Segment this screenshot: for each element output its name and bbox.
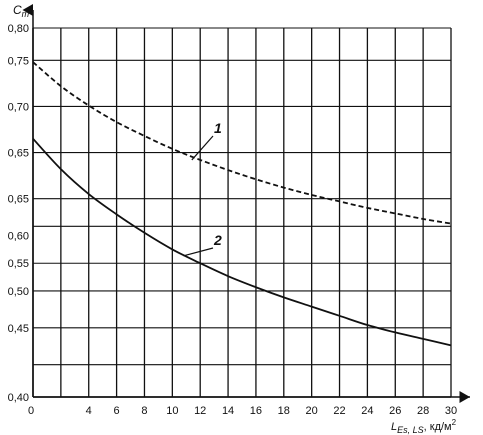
x-tick-label: 8 <box>141 405 147 417</box>
x-tick-label: 10 <box>166 405 178 417</box>
y-tick-label: 0,75 <box>8 55 29 67</box>
y-tick-label: 0,70 <box>8 101 29 113</box>
x-tick-label: 26 <box>389 405 401 417</box>
y-tick-label: 0,55 <box>8 258 29 270</box>
series-line-2 <box>32 138 452 347</box>
x-tick-label: 12 <box>194 405 206 417</box>
x-axis-title-subscript: Es, LS <box>397 425 424 435</box>
y-tick-label: 0,40 <box>8 392 29 404</box>
grid <box>32 27 452 398</box>
x-axis-title-superscript: 2 <box>452 418 457 427</box>
x-tick-label: 22 <box>333 405 345 417</box>
x-tick-label: 16 <box>250 405 262 417</box>
y-axis-title: Cm <box>13 3 30 19</box>
x-tick-label: 6 <box>114 405 120 417</box>
y-tick-label: 0,45 <box>8 323 29 335</box>
x-tick-label: 20 <box>306 405 318 417</box>
series-leader-line-1 <box>191 135 214 161</box>
series-label-2: 2 <box>213 232 222 248</box>
x-tick-label: 28 <box>417 405 429 417</box>
y-axis-title-subscript: m <box>22 9 30 19</box>
series-leader-line-2 <box>183 247 214 257</box>
x-tick-label: 24 <box>361 405 373 417</box>
y-tick-label: 0,60 <box>8 231 29 243</box>
y-tick-label: 0,65 <box>8 148 29 160</box>
y-tick-label: 0,65 <box>8 194 29 206</box>
y-tick-label: 0,50 <box>8 286 29 298</box>
x-tick-label: 14 <box>222 405 234 417</box>
y-tick-label: 0,80 <box>8 23 29 35</box>
series-label-1: 1 <box>214 120 222 136</box>
x-axis-title: LEs, LS, кд/м2 <box>391 418 457 435</box>
x-tick-label: 18 <box>278 405 290 417</box>
x-axis-title-unit: , кд/м <box>424 421 452 433</box>
x-tick-label: 30 <box>445 405 457 417</box>
x-tick-label: 0 <box>28 405 34 417</box>
x-tick-label: 4 <box>86 405 92 417</box>
